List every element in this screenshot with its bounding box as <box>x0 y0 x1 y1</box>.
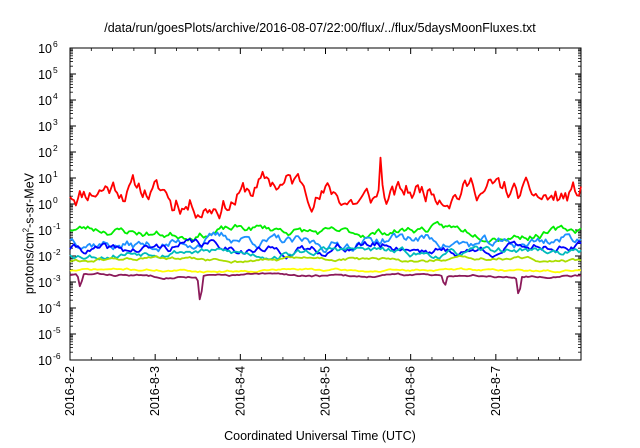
x-tick-label: 2016-8-6 <box>404 366 418 416</box>
series-line-6 <box>69 267 582 274</box>
y-tick-exponent: 2 <box>53 143 58 153</box>
y-tick-exponent: 6 <box>53 39 58 49</box>
y-tick-label: 10 <box>38 172 52 186</box>
y-tick-label: 10 <box>38 250 52 264</box>
y-tick-exponent: 5 <box>53 65 58 75</box>
series-line-2 <box>69 231 582 254</box>
y-tick-label: 10 <box>38 94 52 108</box>
chart-title: /data/run/goesPlots/archive/2016-08-07/2… <box>104 21 536 35</box>
series-line-3 <box>69 237 582 260</box>
series-line-7 <box>69 272 582 301</box>
x-tick-label: 2016-8-3 <box>148 366 162 416</box>
y-tick-label: 10 <box>38 328 52 342</box>
y-tick-exponent: -5 <box>53 325 61 335</box>
y-tick-label: 10 <box>38 146 52 160</box>
y-tick-exponent: -3 <box>53 273 61 283</box>
series-line-5 <box>69 254 582 264</box>
series-line-0 <box>69 156 582 220</box>
y-tick-exponent: -4 <box>53 299 61 309</box>
y-tick-label: 10 <box>38 224 52 238</box>
x-axis-label: Coordinated Universal Time (UTC) <box>224 429 416 443</box>
series-line-1 <box>69 220 582 244</box>
y-tick-exponent: -2 <box>53 247 61 257</box>
x-tick-label: 2016-8-7 <box>489 366 503 416</box>
y-tick-exponent: 4 <box>53 91 58 101</box>
plot-frame <box>69 47 582 361</box>
y-tick-exponent: -6 <box>53 351 61 361</box>
y-tick-exponent: 0 <box>53 195 58 205</box>
y-tick-label: 10 <box>38 302 52 316</box>
x-tick-label: 2016-8-5 <box>319 366 333 416</box>
y-tick-exponent: 1 <box>53 169 58 179</box>
y-tick-label: 10 <box>38 276 52 290</box>
y-tick-label: 10 <box>38 68 52 82</box>
y-tick-exponent: 3 <box>53 117 58 127</box>
y-tick-label: 10 <box>38 198 52 212</box>
y-tick-exponent: -1 <box>53 221 61 231</box>
y-tick-label: 10 <box>38 354 52 368</box>
x-tick-label: 2016-8-4 <box>233 366 247 416</box>
y-tick-label: 10 <box>38 42 52 56</box>
y-tick-label: 10 <box>38 120 52 134</box>
x-tick-label: 2016-8-2 <box>63 366 77 416</box>
